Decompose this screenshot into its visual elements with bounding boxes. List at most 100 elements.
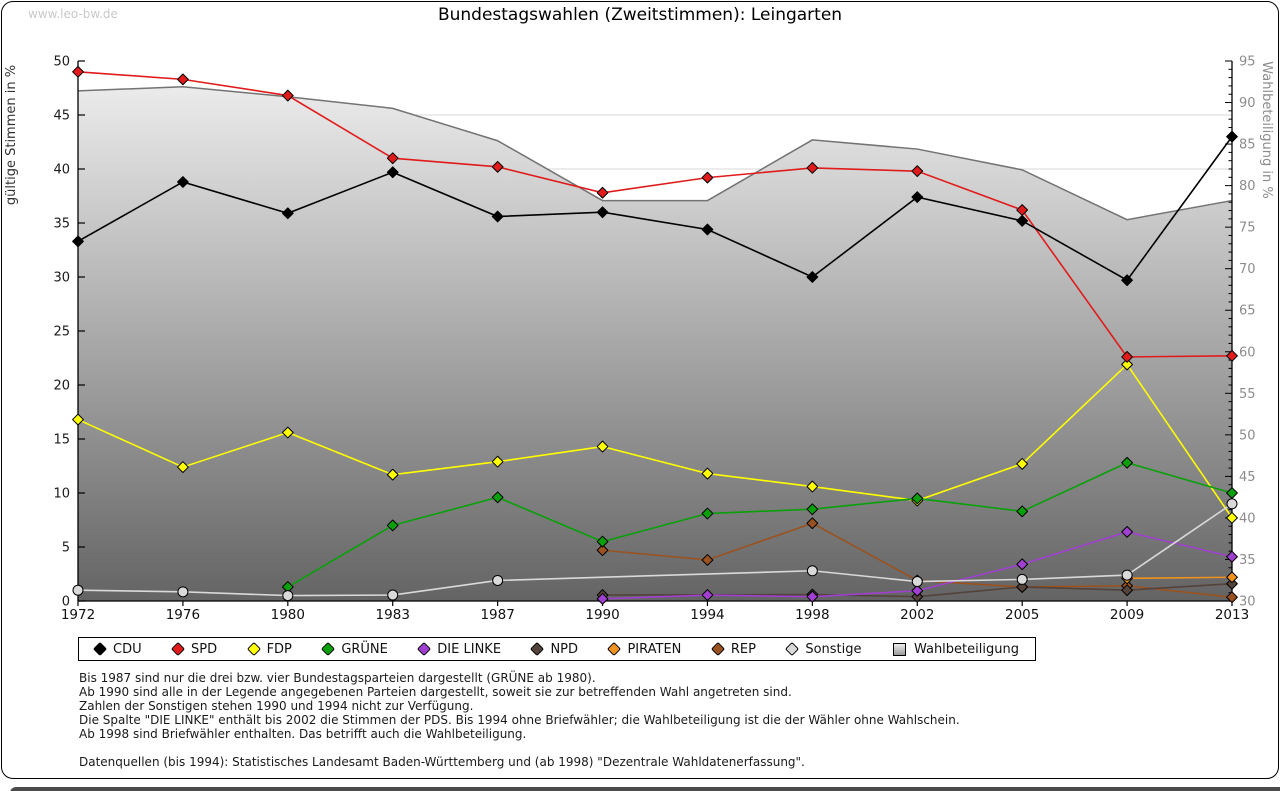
right-axis-tick-label: 30	[1239, 595, 1256, 610]
series-cdu	[72, 130, 1238, 287]
legend-item-piraten: PIRATEN	[607, 642, 681, 657]
data-point	[281, 426, 294, 439]
data-point	[386, 166, 399, 179]
series-fdp	[72, 358, 1238, 524]
data-point	[806, 517, 819, 530]
data-point	[806, 271, 819, 283]
legend-diamond-swatch	[246, 641, 261, 657]
right-axis-tick-label: 65	[1239, 304, 1256, 319]
turnout-line	[77, 86, 1233, 221]
data-point	[1121, 569, 1133, 581]
legend-item-npd: NPD	[530, 641, 578, 657]
data-point	[1016, 457, 1029, 470]
turnout-area	[78, 86, 1232, 601]
data-point	[806, 162, 819, 174]
series-line	[287, 461, 1233, 588]
data-point	[596, 440, 609, 453]
right-axis-tick-label: 60	[1239, 345, 1256, 360]
data-point	[177, 176, 189, 188]
data-point	[177, 586, 189, 598]
data-point	[1121, 525, 1133, 538]
left-axis-title: gültige Stimmen in %	[4, 65, 19, 205]
data-point	[281, 207, 294, 220]
left-axis-tick-label: 0	[62, 595, 70, 610]
legend-item-die-linke: DIE LINKE	[417, 641, 502, 657]
series-line	[77, 136, 1233, 282]
data-point	[1121, 274, 1133, 287]
right-axis-tick-label: 35	[1239, 553, 1256, 568]
data-point	[1226, 577, 1238, 590]
data-point	[911, 584, 924, 597]
series-line	[77, 71, 1233, 358]
data-point	[701, 171, 714, 184]
data-point	[72, 413, 84, 426]
left-axis-tick-label: 30	[53, 271, 70, 286]
legend-diamond-swatch	[92, 641, 108, 657]
data-point	[1016, 558, 1029, 571]
watermark: www.leo-bw.de	[28, 7, 118, 21]
footnotes: Bis 1987 sind nur die drei bzw. vier Bun…	[79, 671, 1219, 769]
data-point	[491, 210, 504, 223]
legend-diamond-swatch	[417, 641, 432, 657]
data-point	[1226, 571, 1238, 584]
data-point	[491, 455, 504, 468]
series-line	[77, 503, 1233, 597]
data-point	[701, 554, 714, 566]
series-line	[602, 582, 1233, 598]
left-axis-tick-label: 20	[53, 379, 70, 394]
x-axis-year-label: 1980	[271, 607, 305, 623]
data-point	[1121, 456, 1133, 469]
data-point	[1121, 351, 1133, 363]
left-axis-tick-label: 50	[53, 55, 70, 70]
legend-diamond-swatch	[785, 641, 800, 657]
right-axis-tick-label: 95	[1239, 55, 1256, 70]
series-sonstige	[72, 498, 1238, 602]
legend-diamond-swatch	[530, 641, 545, 657]
legend-label: GRÜNE	[341, 641, 388, 657]
data-point	[701, 223, 714, 236]
left-axis-tick-label: 10	[53, 487, 70, 502]
data-point	[806, 480, 819, 493]
legend-label: CDU	[113, 641, 142, 657]
footnote-line: Ab 1990 sind alle in der Legende angegeb…	[79, 685, 792, 699]
data-point	[1016, 581, 1029, 593]
data-point	[1121, 584, 1133, 597]
x-axis-year-label: 2002	[900, 607, 934, 623]
data-point	[387, 589, 399, 601]
x-axis-year-label: 1990	[585, 607, 619, 623]
data-point	[492, 574, 504, 586]
right-axis-title: Wahlbeteiligung in %	[1259, 61, 1274, 198]
data-point	[491, 491, 504, 504]
data-point	[491, 160, 504, 173]
left-axis-tick-label: 15	[53, 433, 70, 448]
right-axis-tick-label: 70	[1239, 262, 1256, 277]
data-point	[911, 191, 924, 203]
right-axis-tick-label: 80	[1239, 179, 1256, 194]
data-point	[386, 152, 399, 165]
legend-item-sonstige: Sonstige	[785, 641, 862, 657]
x-axis-year-label: 2009	[1110, 607, 1144, 623]
footnote-line: Bis 1987 sind nur die drei bzw. vier Bun…	[79, 671, 596, 685]
legend-item-cdu: CDU	[92, 641, 142, 657]
data-point	[72, 584, 84, 596]
legend-diamond-swatch	[710, 641, 725, 657]
legend-label: Sonstige	[805, 641, 862, 657]
series-die-linke	[596, 525, 1238, 605]
left-axis-tick-label: 45	[53, 109, 70, 124]
legend-item-rep: REP	[710, 641, 756, 657]
legend-label: Wahlbeteiligung	[913, 641, 1019, 657]
data-point	[1121, 358, 1133, 371]
data-point	[911, 165, 924, 178]
legend-diamond-swatch	[321, 641, 336, 657]
right-axis-tick-label: 55	[1239, 387, 1256, 402]
legend-label: REP	[730, 641, 756, 657]
legend-diamond-swatch	[170, 641, 186, 657]
data-point	[72, 65, 84, 78]
series-line	[1127, 576, 1233, 580]
x-axis-year-label: 2005	[1005, 607, 1039, 623]
x-axis-year-label: 1983	[376, 607, 410, 623]
data-point	[72, 235, 84, 248]
legend-label: DIE LINKE	[437, 641, 502, 657]
